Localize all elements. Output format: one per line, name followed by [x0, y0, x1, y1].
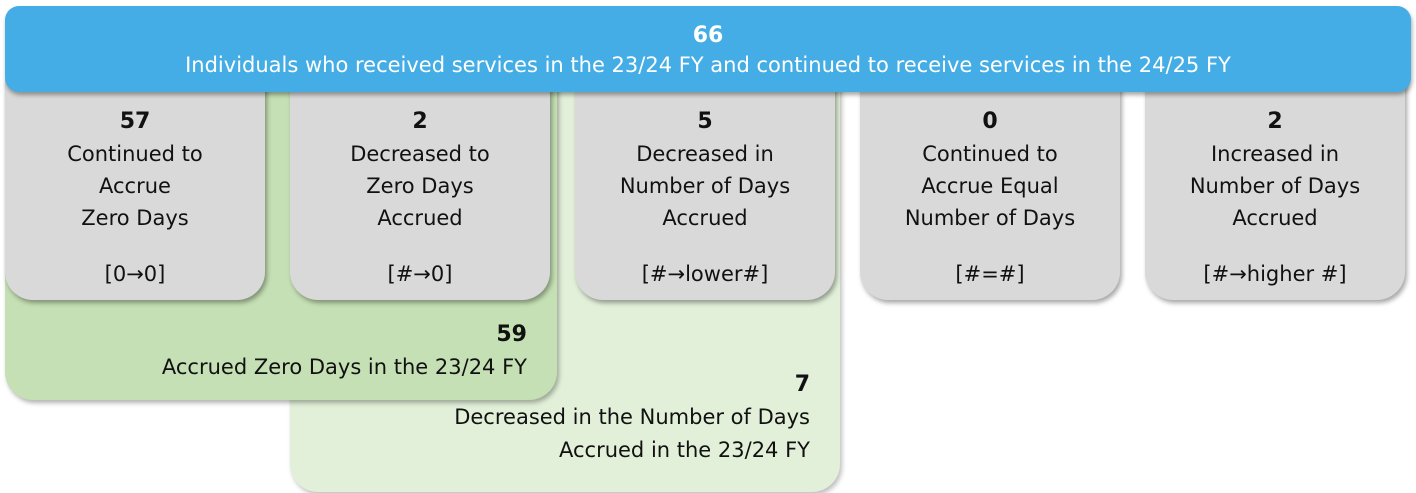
- box-code: [#→0]: [387, 262, 453, 286]
- group-count: 7: [794, 372, 810, 397]
- banner: 66 Individuals who received services in …: [5, 6, 1411, 92]
- category-box: 2 Decreased to Zero Days Accrued [#→0]: [290, 80, 550, 300]
- box-count: 57: [119, 109, 151, 134]
- group-text: 7 Decreased in the Number of Days Accrue…: [454, 368, 810, 467]
- group-label: Accrued in the 23/24 FY: [558, 438, 810, 462]
- box-label: Continued to: [67, 142, 203, 166]
- box-label: Decreased in: [636, 142, 774, 166]
- group-text: 59 Accrued Zero Days in the 23/24 FY: [162, 318, 527, 384]
- box-count: 2: [1267, 109, 1283, 134]
- box-code: [#→higher #]: [1203, 262, 1347, 286]
- box-label: Zero Days: [81, 206, 189, 230]
- banner-label: Individuals who received services in the…: [185, 53, 1231, 77]
- box-count: 2: [412, 109, 428, 134]
- box-label: Number of Days: [619, 174, 791, 198]
- box-label: Accrued: [662, 206, 748, 230]
- group-label: Accrued Zero Days in the 23/24 FY: [161, 355, 527, 379]
- box-label: Accrue Equal: [921, 174, 1059, 198]
- box-code: [#=#]: [955, 262, 1025, 286]
- category-box: 57 Continued to Accrue Zero Days [0→0]: [5, 80, 265, 300]
- box-label: Continued to: [922, 142, 1058, 166]
- group-label: Decreased in the Number of Days: [454, 405, 810, 429]
- box-label: Decreased to: [350, 142, 490, 166]
- box-count: 5: [697, 109, 713, 134]
- box-label: Number of Days: [904, 206, 1076, 230]
- box-label: Zero Days: [366, 174, 474, 198]
- box-label: Accrued: [377, 206, 463, 230]
- box-code: [0→0]: [104, 262, 166, 286]
- box-count: 0: [982, 109, 998, 134]
- box-label: Accrued: [1232, 206, 1318, 230]
- banner-count: 66: [692, 23, 724, 48]
- box-label: Accrue: [99, 174, 171, 198]
- box-code: [#→lower#]: [641, 262, 769, 286]
- category-box: 5 Decreased in Number of Days Accrued [#→low…: [575, 80, 835, 300]
- box-label: Number of Days: [1189, 174, 1361, 198]
- category-box: 0 Continued to Accrue Equal Number of Days […: [860, 80, 1120, 300]
- category-box: 2 Increased in Number of Days Accrued [#→hig…: [1145, 80, 1405, 300]
- box-label: Increased in: [1210, 142, 1340, 166]
- group-count: 59: [496, 322, 527, 347]
